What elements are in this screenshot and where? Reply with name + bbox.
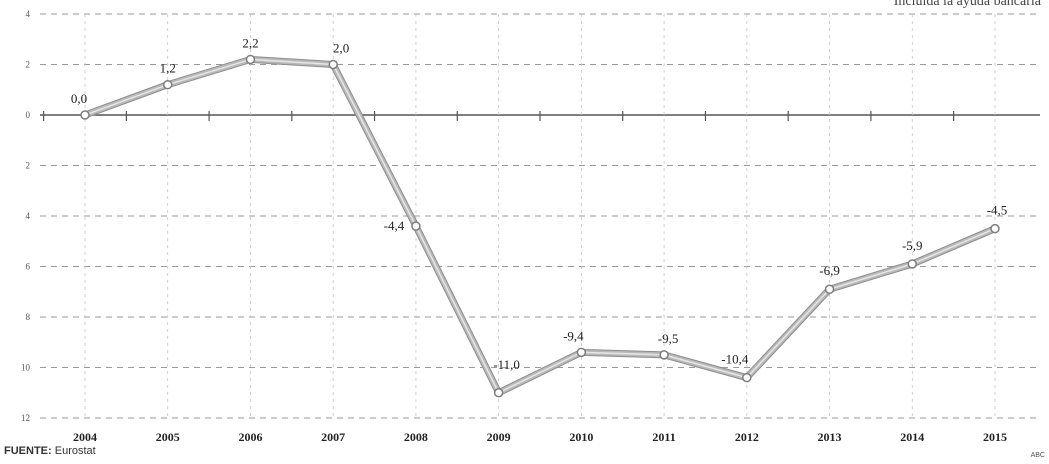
- series-line-shadow: [81, 55, 999, 397]
- data-point: [493, 388, 504, 398]
- x-tick-label: 2012: [735, 430, 759, 444]
- data-label: -6,9: [819, 263, 840, 278]
- data-label: 2,0: [333, 41, 349, 56]
- data-label: 1,2: [160, 61, 176, 76]
- credit: ABC: [1030, 452, 1045, 459]
- data-label: -9,4: [563, 328, 584, 343]
- data-point: [328, 59, 338, 70]
- data-point: [990, 223, 1000, 234]
- x-tick-label: 2008: [404, 430, 428, 444]
- x-tick-label: 2007: [321, 430, 345, 444]
- y-tick-label: 2: [26, 161, 31, 171]
- source-value: Eurostat: [54, 445, 96, 457]
- data-point: [824, 284, 835, 294]
- x-tick-label: 2006: [238, 430, 262, 444]
- series-line-highlight: [84, 58, 996, 394]
- x-tick-label: 2013: [818, 430, 842, 444]
- source-note: FUENTE: Eurostat: [4, 445, 96, 457]
- y-tick-label: 10: [21, 363, 31, 373]
- data-point: [907, 259, 918, 269]
- y-tick-label: 4: [26, 9, 31, 19]
- data-label: -10,4: [721, 352, 749, 367]
- y-tick-label: 4: [26, 211, 31, 221]
- y-tick-label: 12: [21, 413, 30, 423]
- chart-subtitle: Incluida la ayuda bancaria: [893, 0, 1041, 9]
- data-point: [80, 110, 90, 120]
- x-tick-label: 2004: [73, 430, 97, 444]
- series-line: [82, 56, 998, 396]
- y-tick-label: 8: [26, 312, 31, 322]
- x-tick-label: 2014: [900, 430, 924, 444]
- y-tick-label: 6: [26, 262, 31, 272]
- x-tick-label: 2005: [156, 430, 180, 444]
- x-tick-label: 2010: [569, 430, 593, 444]
- data-label: -4,4: [384, 218, 405, 233]
- y-tick-label: 0: [26, 110, 31, 120]
- data-label: -11,0: [493, 357, 520, 372]
- data-point: [411, 221, 421, 231]
- data-label: -4,5: [987, 203, 1008, 218]
- data-label: 0,0: [71, 91, 87, 106]
- y-tick-label: 2: [26, 60, 31, 70]
- data-label: -9,5: [658, 331, 679, 346]
- data-point: [659, 350, 669, 360]
- data-label: 2,2: [242, 35, 258, 50]
- x-tick-label: 2015: [983, 430, 1007, 444]
- data-point: [576, 347, 587, 358]
- x-tick-label: 2009: [487, 430, 511, 444]
- source-label: FUENTE:: [4, 445, 52, 457]
- data-point: [742, 372, 752, 383]
- x-tick-label: 2011: [652, 430, 675, 444]
- data-label: -5,9: [902, 238, 923, 253]
- data-point: [245, 54, 256, 65]
- data-point: [162, 79, 173, 90]
